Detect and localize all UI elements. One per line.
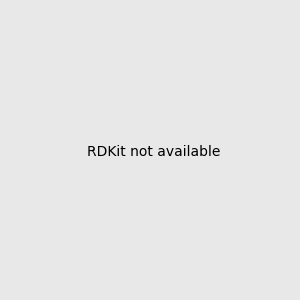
Text: RDKit not available: RDKit not available	[87, 145, 220, 158]
